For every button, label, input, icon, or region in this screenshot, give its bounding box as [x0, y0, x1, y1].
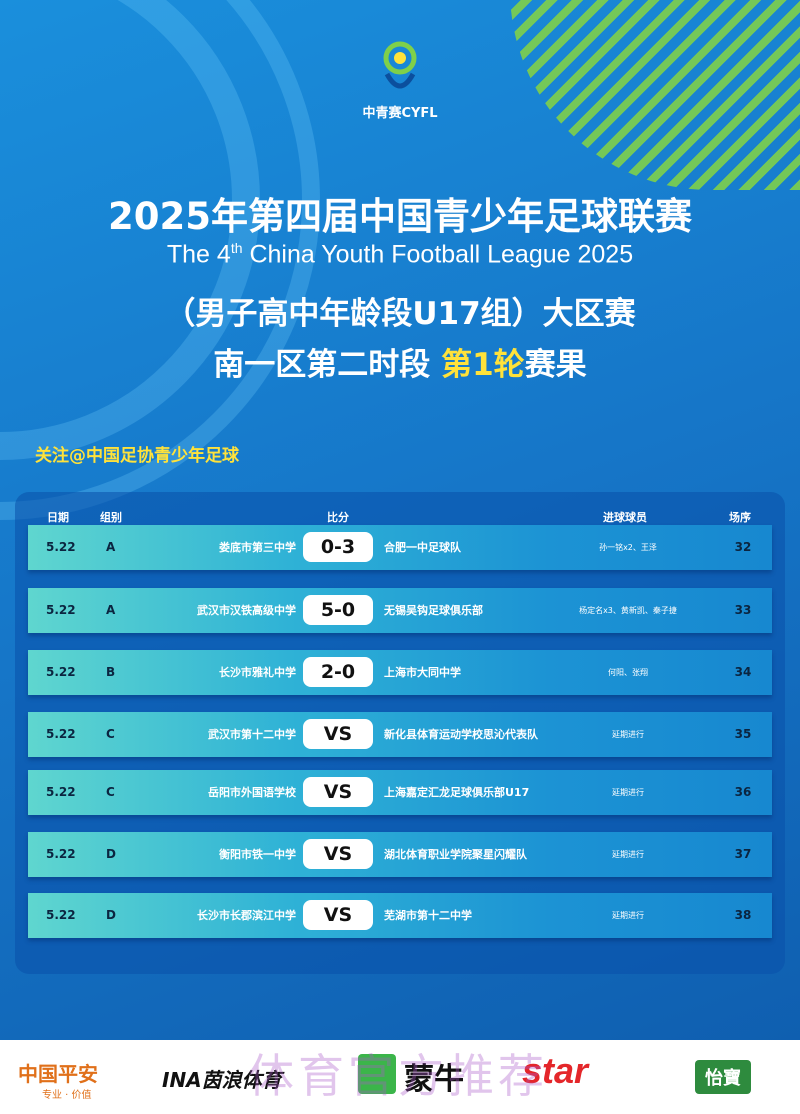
match-number: 34	[734, 665, 752, 679]
mengniu-logo-icon	[358, 1054, 396, 1094]
home-team: 长沙市长郡滨江中学	[197, 909, 296, 922]
header-score: 比分	[327, 511, 349, 524]
away-team: 上海市大同中学	[384, 666, 461, 679]
match-row: 5.22 B 长沙市雅礼中学 2-0 上海市大同中学 何阳、张翔 34	[28, 650, 772, 695]
match-group: D	[106, 908, 116, 922]
match-number: 36	[734, 785, 752, 799]
round-highlight: 第1轮	[441, 347, 525, 383]
sponsor-star: star	[522, 1050, 589, 1091]
match-date: 5.22	[46, 908, 76, 922]
match-score: 0-3	[303, 532, 373, 562]
match-group: D	[106, 847, 116, 861]
cyfl-logo: 中青赛CYFL	[360, 38, 440, 121]
title-cn: 2025年第四届中国青少年足球联赛	[108, 195, 692, 238]
header-group: 组别	[100, 511, 122, 524]
subtitle-round: 南一区第二时段 第1轮赛果	[0, 339, 800, 384]
match-number: 37	[734, 847, 752, 861]
sponsor-mengniu: 蒙牛	[404, 1062, 464, 1097]
title-en-sup: th	[230, 240, 243, 256]
match-score: VS	[303, 900, 373, 930]
match-score: VS	[303, 777, 373, 807]
match-row: 5.22 A 娄底市第三中学 0-3 合肥一中足球队 孙一铭x2、王泽 32	[28, 525, 772, 570]
match-group: C	[106, 785, 115, 799]
match-number: 35	[734, 727, 752, 741]
home-team: 岳阳市外国语学校	[208, 786, 296, 799]
round-pre: 南一区第二时段	[213, 347, 442, 383]
away-team: 无锡吴钩足球俱乐部	[384, 604, 483, 617]
match-score: 5-0	[303, 595, 373, 625]
match-scorers: 何阳、张翔	[608, 668, 648, 677]
match-scorers: 孙一铭x2、王泽	[599, 543, 657, 552]
match-number: 33	[734, 603, 752, 617]
home-team: 娄底市第三中学	[219, 541, 296, 554]
match-score: VS	[303, 839, 373, 869]
home-team: 衡阳市铁一中学	[219, 848, 296, 861]
away-team: 合肥一中足球队	[384, 541, 461, 554]
match-date: 5.22	[46, 603, 76, 617]
header-date: 日期	[47, 511, 69, 524]
sponsor-bar: 中国平安 专业 · 价值 INA茵浪体育 蒙牛 star 怡寶	[0, 1040, 800, 1114]
away-team: 芜湖市第十二中学	[384, 909, 472, 922]
match-row: 5.22 D 衡阳市铁一中学 VS 湖北体育职业学院聚星闪耀队 延期进行 37	[28, 832, 772, 877]
match-row: 5.22 D 长沙市长郡滨江中学 VS 芜湖市第十二中学 延期进行 38	[28, 893, 772, 938]
away-team: 新化县体育运动学校思沁代表队	[384, 728, 538, 741]
away-team: 湖北体育职业学院聚星闪耀队	[384, 848, 527, 861]
watermark: 体育官方推荐	[248, 1049, 548, 1103]
match-group: C	[106, 727, 115, 741]
match-date: 5.22	[46, 727, 76, 741]
logo-text: 中青赛CYFL	[362, 106, 438, 121]
match-group: A	[106, 603, 116, 617]
home-team: 武汉市汉铁高级中学	[197, 604, 296, 617]
sponsor-pingan-slogan: 专业 · 价值	[42, 1090, 92, 1101]
match-scorers: 延期进行	[612, 911, 644, 920]
subtitle-group: （男子高中年龄段U17组）大区赛	[164, 296, 636, 332]
match-score: VS	[303, 719, 373, 749]
sponsor-pingan: 中国平安	[18, 1062, 98, 1086]
match-number: 32	[734, 540, 752, 554]
header-match-no: 场序	[729, 511, 751, 524]
match-scorers: 延期进行	[612, 850, 644, 859]
match-row: 5.22 C 岳阳市外国语学校 VS 上海嘉定汇龙足球俱乐部U17 延期进行 36	[28, 770, 772, 815]
away-team: 上海嘉定汇龙足球俱乐部U17	[384, 786, 530, 799]
round-post: 赛果	[524, 347, 587, 383]
decorative-stripes	[510, 0, 800, 190]
title-en-post: China Youth Football League 2025	[242, 240, 634, 269]
header-scorers: 进球球员	[603, 511, 647, 524]
match-group: A	[106, 540, 116, 554]
home-team: 武汉市第十二中学	[208, 728, 296, 741]
home-team: 长沙市雅礼中学	[219, 666, 296, 679]
title-en: The 4th China Youth Football League 2025	[0, 240, 800, 269]
match-scorers: 延期进行	[612, 788, 644, 797]
logo-emblem-icon	[383, 41, 417, 89]
match-date: 5.22	[46, 785, 76, 799]
match-date: 5.22	[46, 540, 76, 554]
match-row: 5.22 C 武汉市第十二中学 VS 新化县体育运动学校思沁代表队 延期进行 35	[28, 712, 772, 757]
match-number: 38	[734, 908, 752, 922]
match-scorers: 杨定名x3、黄新凯、秦子捷	[579, 606, 677, 615]
match-date: 5.22	[46, 665, 76, 679]
match-scorers: 延期进行	[612, 730, 644, 739]
match-row: 5.22 A 武汉市汉铁高级中学 5-0 无锡吴钩足球俱乐部 杨定名x3、黄新凯、秦子捷 3…	[28, 588, 772, 633]
sponsor-inlang: INA茵浪体育	[162, 1068, 282, 1092]
title-en-pre: The 4	[166, 240, 231, 269]
sponsor-yibao: 怡寶	[695, 1060, 751, 1094]
match-group: B	[106, 665, 116, 679]
follow-text: 关注@中国足协青少年足球	[35, 446, 239, 466]
match-score: 2-0	[303, 657, 373, 687]
match-date: 5.22	[46, 847, 76, 861]
